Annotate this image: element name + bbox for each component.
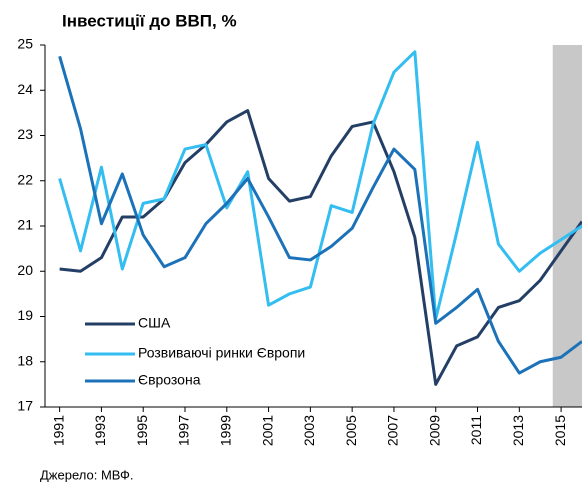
y-tick-label: 23 bbox=[17, 126, 33, 142]
y-tick-label: 25 bbox=[17, 36, 33, 52]
x-tick-label: 2015 bbox=[552, 415, 568, 446]
series-line bbox=[58, 55, 582, 375]
x-tick-label: 2005 bbox=[343, 415, 359, 446]
x-tick-label: 2007 bbox=[385, 415, 401, 446]
y-tick-label: 22 bbox=[17, 171, 33, 187]
x-tick-label: 1999 bbox=[217, 415, 233, 446]
legend-label: Розвиваючі ринки Європи bbox=[138, 345, 305, 361]
x-tick-label: 2011 bbox=[468, 415, 484, 445]
x-tick-label: 1997 bbox=[176, 415, 192, 446]
y-tick-label: 24 bbox=[17, 81, 33, 97]
y-tick-label: 20 bbox=[17, 262, 33, 278]
series-line bbox=[59, 109, 582, 386]
y-tick-label: 17 bbox=[17, 398, 33, 414]
x-tick-label: 2009 bbox=[426, 415, 442, 446]
source-note: Джерело: МВФ. bbox=[40, 467, 134, 482]
legend-label: США bbox=[138, 315, 171, 331]
y-tick-label: 21 bbox=[17, 217, 33, 233]
chart-title: Інвестиції до ВВП, % bbox=[62, 11, 237, 30]
x-tick-label: 1993 bbox=[92, 415, 108, 446]
series-line bbox=[58, 50, 582, 321]
y-tick-label: 19 bbox=[17, 307, 33, 323]
legend-label: Єврозона bbox=[138, 372, 201, 388]
y-tick-label: 18 bbox=[17, 352, 33, 368]
x-tick-label: 2013 bbox=[510, 415, 526, 446]
x-tick-label: 1991 bbox=[50, 415, 66, 446]
x-tick-label: 2003 bbox=[301, 415, 317, 446]
x-tick-label: 2001 bbox=[259, 415, 275, 446]
x-tick-label: 1995 bbox=[134, 415, 150, 446]
